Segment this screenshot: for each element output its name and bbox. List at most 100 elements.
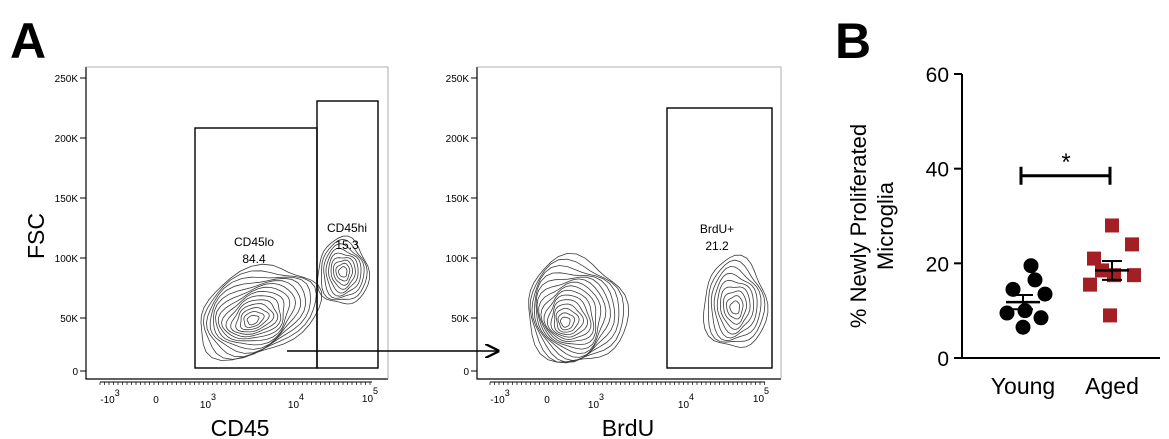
gate-cd45hi bbox=[316, 100, 379, 369]
plot1-y-tick-label: 200K bbox=[55, 134, 79, 145]
plot1-y-tick-label: 250K bbox=[55, 74, 79, 85]
contour-line bbox=[533, 272, 616, 362]
contour-line bbox=[330, 257, 356, 290]
plot2-x-title: BrdU bbox=[602, 415, 654, 439]
contour-line bbox=[202, 270, 317, 360]
flow-plot-cd45: 250K 200K 150K 100K 50K 0 -103 0 103 104… bbox=[55, 66, 389, 439]
contour-line bbox=[200, 263, 323, 361]
contour-line bbox=[540, 285, 597, 345]
panel-a-y-title: FSC bbox=[23, 213, 49, 259]
contour-line bbox=[206, 276, 311, 358]
contour-line bbox=[246, 314, 260, 326]
data-point-young bbox=[1005, 281, 1021, 297]
data-point-young bbox=[1015, 319, 1031, 335]
plot1-x-tick-label: 0 bbox=[153, 395, 159, 406]
contour-line bbox=[325, 247, 362, 297]
contour-line bbox=[335, 262, 351, 282]
y-axis-title-line1: % Newly Proliferated bbox=[846, 124, 871, 328]
significance-marker: * bbox=[1061, 149, 1070, 176]
scatter-chart: 0 20 40 60 Young Aged * bbox=[926, 64, 1160, 399]
plot1-x-tick-labels: -103 0 103 104 105 bbox=[100, 386, 378, 411]
panel-a-letter: A bbox=[10, 13, 46, 69]
panel-b-y-label: % Newly Proliferated Microglia bbox=[846, 124, 898, 328]
plot1-x-title: CD45 bbox=[211, 415, 270, 439]
contour-line bbox=[546, 294, 592, 340]
flow-plot-brdu: 250K 200K 150K 100K 50K 0 -103 0 103 104… bbox=[446, 66, 782, 439]
data-point-aged bbox=[1083, 277, 1097, 292]
contour-line bbox=[538, 281, 602, 350]
plot2-y-tick-label: 200K bbox=[446, 134, 470, 145]
data-point-young bbox=[1037, 286, 1053, 302]
plot2-y-tick-label: 250K bbox=[446, 74, 470, 85]
data-point-young bbox=[999, 305, 1015, 321]
plot2-frame bbox=[476, 67, 781, 380]
plot2-y-tick-label: 150K bbox=[446, 194, 470, 205]
contour-line bbox=[713, 272, 758, 339]
gate-cd45hi-name: CD45hi bbox=[327, 221, 367, 235]
contour-line bbox=[528, 252, 630, 363]
data-point-aged bbox=[1087, 251, 1101, 266]
contour-line bbox=[221, 290, 285, 340]
plot1-x-tick-label: 105 bbox=[362, 386, 378, 405]
contour-line bbox=[316, 235, 371, 305]
plot2-y-tick-label: 100K bbox=[446, 254, 470, 265]
data-point-young bbox=[1033, 310, 1049, 326]
contour-line bbox=[531, 265, 620, 363]
contour-line bbox=[557, 312, 575, 331]
contour-line bbox=[720, 286, 751, 330]
contour-line bbox=[338, 266, 348, 278]
contour-line bbox=[536, 278, 607, 354]
gate-brdu-value: 21.2 bbox=[705, 239, 729, 253]
plot2-frame-top bbox=[477, 66, 782, 379]
contour-line bbox=[708, 259, 766, 343]
data-point-young bbox=[1017, 303, 1033, 319]
data-point-aged bbox=[1125, 237, 1139, 252]
plot2-x-minor-ticks bbox=[489, 381, 765, 385]
plot1-frame-top bbox=[86, 66, 389, 379]
x-category-label: Young bbox=[991, 373, 1055, 399]
contour-line bbox=[722, 290, 747, 325]
plot1-y-tick-label: 50K bbox=[60, 314, 78, 325]
plot2-x-tick-label: 105 bbox=[753, 386, 769, 405]
contour-line bbox=[321, 238, 368, 301]
plot1-x-tick-label: 103 bbox=[200, 392, 216, 411]
panel-b-letter: B bbox=[835, 13, 871, 69]
contour-line bbox=[710, 266, 762, 342]
contour-line bbox=[553, 303, 585, 335]
contour-line bbox=[323, 243, 365, 299]
gate-cd45lo-name: CD45lo bbox=[234, 235, 274, 249]
plot2-contours bbox=[528, 252, 769, 364]
contour-line bbox=[209, 277, 306, 354]
contour-line bbox=[213, 280, 302, 350]
gate-cd45hi-value: 15.3 bbox=[335, 238, 359, 252]
contour-line bbox=[225, 295, 282, 338]
plot1-contours bbox=[200, 235, 371, 361]
x-category-label: Aged bbox=[1085, 373, 1139, 399]
plot1-y-tick-label: 150K bbox=[55, 194, 79, 205]
data-point-young bbox=[1027, 272, 1043, 288]
contour-line bbox=[560, 316, 571, 328]
contour-line bbox=[240, 307, 270, 331]
contour-line bbox=[230, 299, 279, 335]
contour-line bbox=[243, 311, 265, 328]
contour-line bbox=[729, 300, 741, 315]
plot1-x-tick-label: -103 bbox=[100, 388, 119, 406]
contour-line bbox=[215, 282, 297, 346]
plot2-x-tick-label: 103 bbox=[588, 392, 604, 411]
contour-line bbox=[702, 254, 769, 348]
plot1-y-ticks: 250K 200K 150K 100K 50K 0 bbox=[55, 74, 86, 378]
y-axis-title-line2: Microglia bbox=[873, 181, 898, 270]
contour-line bbox=[555, 308, 580, 333]
gate-cd45lo-value: 84.4 bbox=[242, 252, 266, 266]
plot1-frame bbox=[85, 67, 388, 380]
contour-line bbox=[235, 303, 275, 333]
plot2-x-tick-label: 0 bbox=[544, 395, 550, 406]
plot1-x-minor-ticks bbox=[99, 381, 372, 385]
contour-line bbox=[529, 258, 625, 364]
data-point-aged bbox=[1127, 268, 1141, 283]
contour-line bbox=[217, 286, 291, 342]
contour-line bbox=[716, 279, 755, 335]
gate-brdu-positive bbox=[666, 107, 773, 369]
contour-line bbox=[550, 299, 589, 338]
contour-line bbox=[535, 276, 611, 358]
